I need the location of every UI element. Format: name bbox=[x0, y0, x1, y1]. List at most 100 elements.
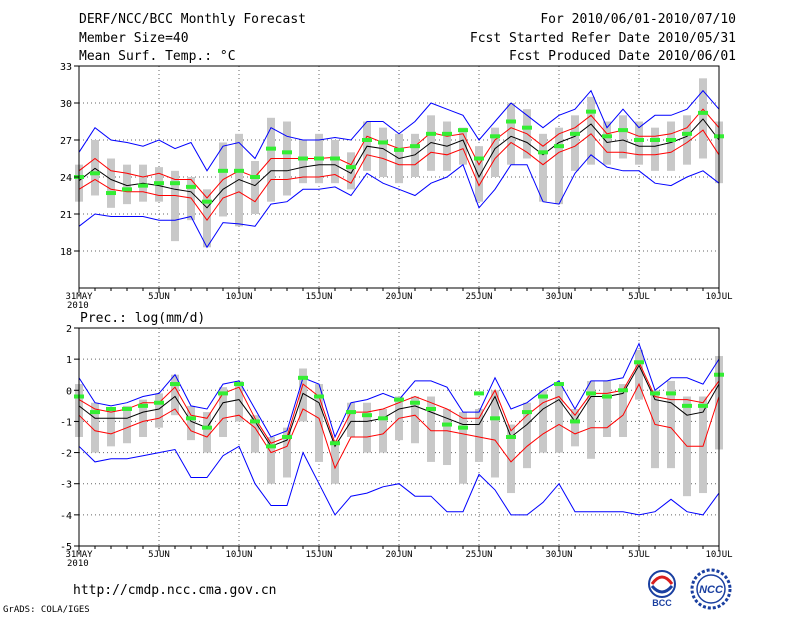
panel2-member-bar bbox=[315, 384, 323, 462]
panel2-marker bbox=[362, 413, 372, 418]
panel2-xtick-label: 5JUL bbox=[628, 550, 650, 560]
panel1-marker bbox=[154, 181, 164, 186]
panel2-marker bbox=[442, 422, 452, 427]
panel2-marker bbox=[330, 441, 340, 446]
start-date-label: Fcst Started Refer Date 2010/05/31 bbox=[469, 31, 736, 46]
panel2-mean-line bbox=[78, 364, 720, 448]
panel2-member-bar bbox=[651, 390, 659, 469]
panel1-ytick-label: 33 bbox=[60, 62, 72, 73]
panel2-marker bbox=[618, 388, 628, 393]
panel1-member-bar bbox=[539, 133, 547, 202]
panel1-marker bbox=[394, 147, 404, 152]
panel1-member-bar bbox=[91, 140, 99, 196]
panel1-member-bar bbox=[619, 115, 627, 159]
panel1-member-bar bbox=[347, 152, 355, 190]
panel2-member-bar bbox=[619, 384, 627, 437]
panel1-member-bar bbox=[459, 127, 467, 165]
panel1-year-label: 2010 bbox=[67, 301, 89, 311]
panel2-ytick-label: 1 bbox=[66, 355, 72, 366]
panel1-marker bbox=[138, 183, 148, 188]
panel1-member-bar bbox=[107, 158, 115, 208]
panel2-marker bbox=[154, 400, 164, 405]
panel1-xtick-label: 5JUL bbox=[628, 292, 650, 302]
panel1-marker bbox=[442, 131, 452, 136]
panel2-marker bbox=[202, 425, 212, 430]
panel2-member-bar bbox=[363, 402, 371, 453]
panel2-member-bar bbox=[139, 399, 147, 437]
panel1-member-bar bbox=[491, 127, 499, 177]
panel2-marker bbox=[490, 416, 500, 421]
panel2-member-bar bbox=[475, 408, 483, 462]
panel1-marker bbox=[282, 150, 292, 155]
panel2-xtick-label: 5JUN bbox=[148, 550, 170, 560]
panel2-member-bar bbox=[507, 424, 515, 494]
panel2-marker bbox=[458, 425, 468, 430]
panel1-marker bbox=[314, 156, 324, 161]
panel1-xtick-label: 10JUL bbox=[705, 292, 732, 302]
panel2-ytick-label: -3 bbox=[60, 480, 72, 491]
panel1-lower-line bbox=[78, 129, 720, 222]
panel1-xtick-label: 31MAY bbox=[65, 292, 93, 302]
panel1-marker bbox=[266, 146, 276, 151]
panel1-marker bbox=[602, 134, 612, 139]
panel2-ytick-label: 2 bbox=[66, 324, 72, 335]
panel2-ytick-label: 0 bbox=[66, 386, 72, 397]
panel1-max-line bbox=[78, 89, 720, 172]
panel1-member-bar bbox=[587, 96, 595, 165]
variable-label: Mean Surf. Temp.: °C bbox=[79, 49, 236, 64]
panel1-marker bbox=[218, 168, 228, 173]
panel2-xtick-label: 20JUN bbox=[385, 550, 412, 560]
panel1-member-bar bbox=[475, 146, 483, 202]
panel1-ytick-label: 18 bbox=[60, 247, 72, 258]
panel2-member-bar bbox=[299, 368, 307, 422]
panel1-member-bar bbox=[379, 127, 387, 177]
panel2-member-bar bbox=[331, 440, 339, 484]
panel1-marker bbox=[650, 138, 660, 142]
panel2-ytick-label: -2 bbox=[60, 449, 72, 460]
panel2-xtick-label: 31MAY bbox=[65, 550, 93, 560]
panel1-marker bbox=[346, 165, 356, 170]
panel1-member-bar bbox=[507, 103, 515, 165]
panel2-marker bbox=[266, 444, 276, 449]
panel2-marker bbox=[170, 382, 180, 387]
panel2-member-bar bbox=[91, 402, 99, 453]
panel1-marker bbox=[490, 134, 500, 139]
panel1-marker bbox=[90, 171, 100, 176]
panel1-member-bar bbox=[203, 189, 211, 248]
panel1-member-bar bbox=[683, 115, 691, 165]
panel1-xtick-label: 25JUN bbox=[465, 292, 492, 302]
panel1-marker bbox=[186, 184, 196, 189]
panel2-marker bbox=[698, 403, 708, 408]
panel1-member-bar bbox=[123, 164, 131, 205]
panel2-marker bbox=[554, 382, 564, 387]
panel1-xtick-label: 20JUN bbox=[385, 292, 412, 302]
panel2-member-bar bbox=[587, 380, 595, 459]
produced-date-label: Fcst Produced Date 2010/06/01 bbox=[509, 49, 736, 64]
member-size-label: Member Size=40 bbox=[79, 31, 189, 46]
panel1-marker bbox=[474, 156, 484, 161]
panel2-marker bbox=[234, 382, 244, 387]
panel1-marker bbox=[506, 119, 516, 124]
panel2-member-bar bbox=[155, 393, 163, 428]
chart-title: DERF/NCC/BCC Monthly Forecast bbox=[79, 12, 306, 27]
panel1-marker bbox=[234, 168, 244, 173]
panel2-xtick-label: 15JUN bbox=[305, 550, 332, 560]
panel1-marker bbox=[666, 138, 676, 142]
panel1-member-bar bbox=[411, 133, 419, 177]
panel2-marker bbox=[602, 394, 612, 399]
panel1-marker bbox=[570, 131, 580, 136]
panel2-member-bar bbox=[187, 405, 195, 441]
panel1-mean-line bbox=[78, 118, 720, 209]
panel2-xtick-label: 10JUN bbox=[225, 550, 252, 560]
panel1-member-bar bbox=[171, 170, 179, 242]
panel1-marker bbox=[522, 125, 532, 130]
panel2-marker bbox=[218, 391, 228, 396]
panel1-marker bbox=[298, 156, 308, 161]
panel1-marker bbox=[586, 109, 596, 114]
panel2-member-bar bbox=[251, 415, 259, 453]
panel1-marker bbox=[362, 138, 372, 142]
panel2-member-bar bbox=[603, 380, 611, 437]
source-url[interactable]: http://cmdp.ncc.cma.gov.cn bbox=[73, 583, 277, 598]
panel1-min-line bbox=[78, 154, 720, 249]
